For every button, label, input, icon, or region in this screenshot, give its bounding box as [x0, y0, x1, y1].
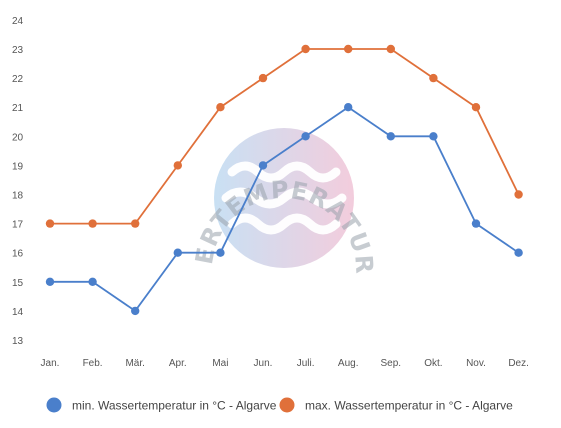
x-axis: Jan. Feb. Mär. Apr. Mai Jun. Juli. Aug. Sep. Okt.…	[41, 358, 529, 369]
x-tick-label: Mär.	[125, 358, 144, 369]
data-point[interactable]	[258, 73, 268, 83]
x-tick-label: Aug.	[338, 358, 359, 369]
y-tick-label: 24	[12, 16, 24, 27]
x-tick-label: Jan.	[41, 358, 60, 369]
y-tick-label: 17	[12, 220, 24, 231]
y-tick-label: 21	[12, 103, 24, 114]
data-point[interactable]	[429, 73, 438, 83]
data-point[interactable]	[216, 248, 225, 257]
data-point[interactable]	[386, 44, 395, 54]
legend-label: max. Wassertemperatur in °C - Algarve	[305, 399, 513, 413]
data-point[interactable]	[173, 161, 182, 170]
x-tick-label: Dez.	[508, 358, 529, 369]
data-point[interactable]	[88, 219, 97, 228]
series-min	[45, 103, 523, 316]
data-point[interactable]	[301, 132, 310, 141]
data-point[interactable]	[173, 248, 182, 257]
y-tick-label: 23	[12, 45, 24, 56]
legend: min. Wassertemperatur in °C - Algarve max…	[46, 397, 513, 413]
data-point[interactable]	[258, 161, 268, 170]
y-tick-label: 20	[12, 132, 24, 143]
data-point[interactable]	[429, 132, 438, 141]
data-point[interactable]	[344, 103, 353, 112]
y-tick-label: 18	[12, 191, 24, 202]
legend-marker	[279, 397, 295, 413]
data-point[interactable]	[45, 277, 55, 286]
data-point[interactable]	[344, 44, 353, 54]
watermark-wave-2	[221, 187, 347, 209]
data-point[interactable]	[88, 277, 97, 286]
watermark-wave-1	[227, 161, 341, 183]
x-tick-label: Sep.	[381, 358, 402, 369]
data-point[interactable]	[471, 103, 481, 112]
x-tick-label: Juli.	[297, 358, 315, 369]
x-tick-label: Jun.	[254, 358, 273, 369]
legend-label: min. Wassertemperatur in °C - Algarve	[72, 399, 277, 413]
series-line	[50, 48, 520, 225]
data-point[interactable]	[514, 248, 523, 257]
series-max	[45, 44, 523, 228]
y-tick-label: 15	[12, 278, 24, 289]
watermark-logo: WASSERTEMPERATUR.ORG	[0, 0, 377, 276]
data-point[interactable]	[471, 219, 481, 228]
data-point[interactable]	[514, 190, 523, 199]
x-tick-label: Mai	[212, 358, 228, 369]
data-point[interactable]	[131, 306, 140, 316]
y-axis: 13 14 15 16 17 18 19 20 21 22 23 24	[12, 16, 24, 347]
y-tick-label: 14	[12, 307, 24, 318]
legend-marker	[46, 397, 62, 413]
series-layer	[45, 44, 523, 316]
series-line	[50, 106, 520, 313]
y-tick-label: 22	[12, 74, 24, 85]
data-point[interactable]	[216, 103, 225, 112]
data-point[interactable]	[386, 132, 395, 141]
watermark-wave-3	[227, 213, 341, 235]
data-point[interactable]	[131, 219, 140, 228]
y-tick-label: 13	[12, 336, 24, 347]
y-tick-label: 16	[12, 249, 24, 260]
x-tick-label: Feb.	[83, 358, 103, 369]
data-point[interactable]	[45, 219, 55, 228]
x-tick-label: Okt.	[424, 358, 442, 369]
y-tick-label: 19	[12, 161, 24, 172]
data-point[interactable]	[301, 44, 310, 54]
x-tick-label: Nov.	[466, 358, 486, 369]
x-tick-label: Apr.	[169, 358, 187, 369]
